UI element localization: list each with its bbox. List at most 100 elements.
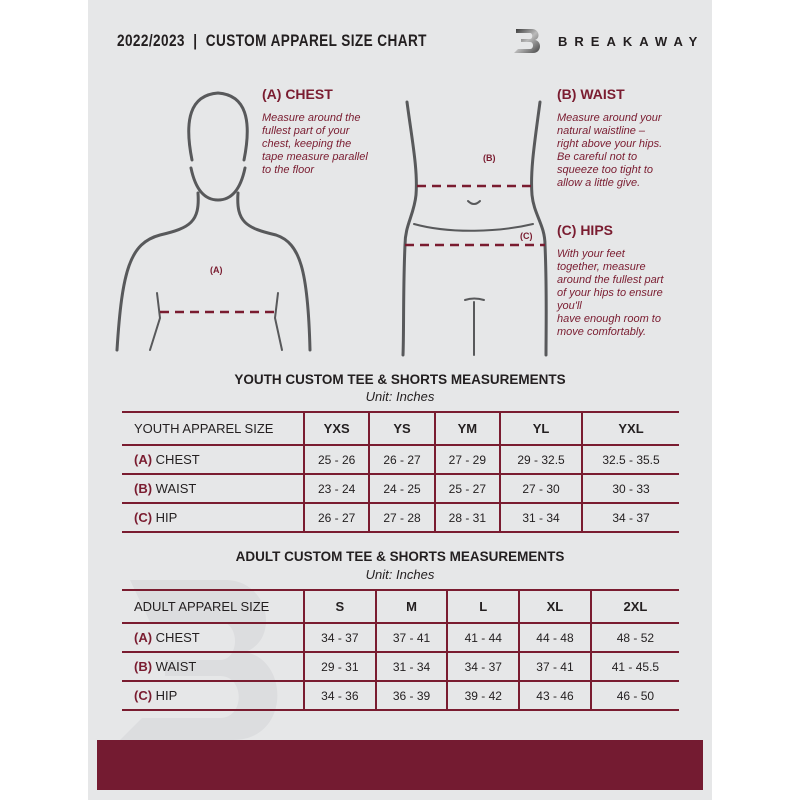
desc-line: have enough room to xyxy=(557,313,661,325)
table-row: (C) HIP 34 - 36 36 - 39 39 - 42 43 - 46 46 - … xyxy=(122,680,679,711)
table-cell: 28 - 31 xyxy=(433,502,501,533)
desc-line: to the floor xyxy=(262,164,314,176)
measurement-letter: (A) xyxy=(134,452,153,467)
size-header: ADULT APPAREL SIZE xyxy=(122,589,304,624)
table-cell: 23 - 24 xyxy=(302,473,370,504)
adult-size-table: ADULT APPAREL SIZE S M L XL 2XL (A) CHEST 34 - … xyxy=(122,589,679,711)
chest-heading: (A) CHEST xyxy=(262,86,333,102)
desc-line: With your feet xyxy=(557,248,625,260)
table-cell: 26 - 27 xyxy=(368,444,435,475)
measurement-label: (B) WAIST xyxy=(122,473,304,504)
desc-line: you'll xyxy=(557,300,582,312)
size-header: YOUTH APPAREL SIZE xyxy=(122,411,304,446)
desc-line: allow a little give. xyxy=(557,177,641,189)
measurement-name: WAIST xyxy=(155,481,197,496)
measurement-label: (C) HIP xyxy=(122,680,304,711)
youth-unit: Unit: Inches xyxy=(365,389,435,404)
brand-name: BREAKAWAY xyxy=(558,34,705,49)
desc-line: squeeze too tight to xyxy=(557,164,654,176)
table-row: (A) CHEST 34 - 37 37 - 41 41 - 44 44 - 48 48 … xyxy=(122,622,679,653)
size-column-header: L xyxy=(446,589,520,624)
chest-description: Measure around the fullest part of your ch… xyxy=(262,112,368,177)
table-cell: 27 - 30 xyxy=(499,473,583,504)
measurement-name: WAIST xyxy=(155,659,197,674)
measurement-name: HIP xyxy=(155,688,178,703)
desc-line: chest, keeping the xyxy=(262,138,352,150)
table-cell: 31 - 34 xyxy=(374,651,448,682)
table-cell: 26 - 27 xyxy=(302,502,370,533)
measurement-label: (A) CHEST xyxy=(122,444,304,475)
adult-unit: Unit: Inches xyxy=(365,567,435,582)
size-column-header: YS xyxy=(368,411,435,446)
desc-line: move comfortably. xyxy=(557,326,647,338)
waist-line-label: (B) xyxy=(483,153,496,163)
desc-line: Measure around the xyxy=(262,112,361,124)
waist-description: Measure around your natural waistline – ri… xyxy=(557,112,662,190)
youth-size-table: YOUTH APPAREL SIZE YXS YS YM YL YXL (A) CHEST 2… xyxy=(122,411,679,533)
table-cell: 25 - 26 xyxy=(302,444,370,475)
table-cell: 37 - 41 xyxy=(518,651,591,682)
desc-line: tape measure parallel xyxy=(262,151,368,163)
table-header-row: ADULT APPAREL SIZE S M L XL 2XL xyxy=(122,589,679,624)
chest-line-label: (A) xyxy=(210,265,223,275)
table-cell: 34 - 37 xyxy=(303,622,376,653)
hips-line-label: (C) xyxy=(520,231,533,241)
size-column-header: M xyxy=(374,589,448,624)
measurement-name: HIP xyxy=(155,510,178,525)
measurement-letter: (A) xyxy=(134,630,153,645)
table-cell: 32.5 - 35.5 xyxy=(581,444,679,475)
measurement-letter: (C) xyxy=(134,510,153,525)
desc-line: right above your hips. xyxy=(557,138,663,150)
desc-line: Measure around your xyxy=(557,112,662,124)
table-cell: 39 - 42 xyxy=(446,680,520,711)
measurement-letter: (B) xyxy=(134,481,153,496)
size-column-header: S xyxy=(303,589,376,624)
table-row: (C) HIP 26 - 27 27 - 28 28 - 31 31 - 34 34 - … xyxy=(122,502,679,533)
adult-section-title: ADULT CUSTOM TEE & SHORTS MEASUREMENTS xyxy=(235,549,565,564)
table-cell: 29 - 31 xyxy=(303,651,376,682)
table-header-row: YOUTH APPAREL SIZE YXS YS YM YL YXL xyxy=(122,411,679,446)
desc-line: fullest part of your xyxy=(262,125,350,137)
table-cell: 25 - 27 xyxy=(433,473,501,504)
measurement-letter: (B) xyxy=(134,659,153,674)
hips-description: With your feet together, measure around th… xyxy=(557,248,663,339)
body-diagrams xyxy=(115,91,548,357)
size-column-header: YM xyxy=(433,411,501,446)
measurement-label: (A) CHEST xyxy=(122,622,304,653)
size-column-header: YXL xyxy=(581,411,679,446)
table-cell: 43 - 46 xyxy=(518,680,591,711)
desc-line: of your hips to ensure xyxy=(557,287,663,299)
table-cell: 41 - 45.5 xyxy=(589,651,679,682)
measurement-name: CHEST xyxy=(155,630,200,645)
table-cell: 29 - 32.5 xyxy=(499,444,583,475)
desc-line: around the fullest part xyxy=(557,274,664,286)
table-cell: 37 - 41 xyxy=(374,622,448,653)
measurement-label: (C) HIP xyxy=(122,502,304,533)
lower-body-figure-icon xyxy=(401,100,548,357)
desc-line: Be careful not to xyxy=(557,151,638,163)
table-cell: 34 - 36 xyxy=(303,680,376,711)
measurement-name: CHEST xyxy=(155,452,200,467)
table-row: (B) WAIST 23 - 24 24 - 25 25 - 27 27 - 30 30 … xyxy=(122,473,679,504)
hips-heading: (C) HIPS xyxy=(557,222,613,238)
table-cell: 46 - 50 xyxy=(589,680,679,711)
table-cell: 41 - 44 xyxy=(446,622,520,653)
youth-section-title: YOUTH CUSTOM TEE & SHORTS MEASUREMENTS xyxy=(234,372,566,387)
size-column-header: YXS xyxy=(302,411,370,446)
table-cell: 48 - 52 xyxy=(589,622,679,653)
size-column-header: XL xyxy=(518,589,591,624)
footer-band xyxy=(97,740,703,790)
table-cell: 27 - 28 xyxy=(368,502,435,533)
upper-body-figure-icon xyxy=(115,91,312,352)
size-column-header: 2XL xyxy=(589,589,679,624)
table-cell: 34 - 37 xyxy=(446,651,520,682)
table-cell: 36 - 39 xyxy=(374,680,448,711)
desc-line: together, measure xyxy=(557,261,646,273)
table-row: (A) CHEST 25 - 26 26 - 27 27 - 29 29 - 32.5 3… xyxy=(122,444,679,475)
size-column-header: YL xyxy=(499,411,583,446)
table-cell: 24 - 25 xyxy=(368,473,435,504)
waist-heading: (B) WAIST xyxy=(557,86,625,102)
table-cell: 27 - 29 xyxy=(433,444,501,475)
desc-line: natural waistline – xyxy=(557,125,646,137)
measurement-label: (B) WAIST xyxy=(122,651,304,682)
